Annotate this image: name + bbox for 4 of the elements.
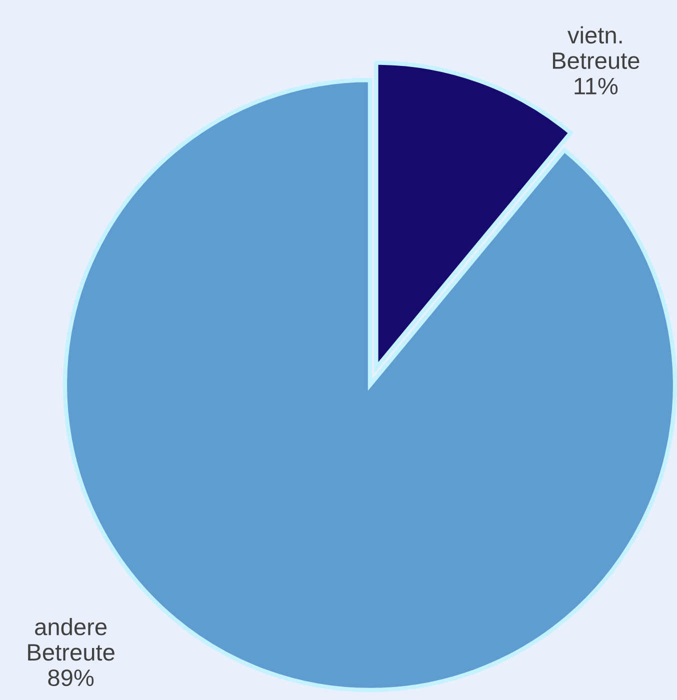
slice-label: vietn. Betreute xyxy=(552,26,640,70)
slice-label: andere Betreute xyxy=(28,618,114,661)
data-label: 11% xyxy=(574,78,618,94)
data-label: 89% xyxy=(48,669,94,686)
